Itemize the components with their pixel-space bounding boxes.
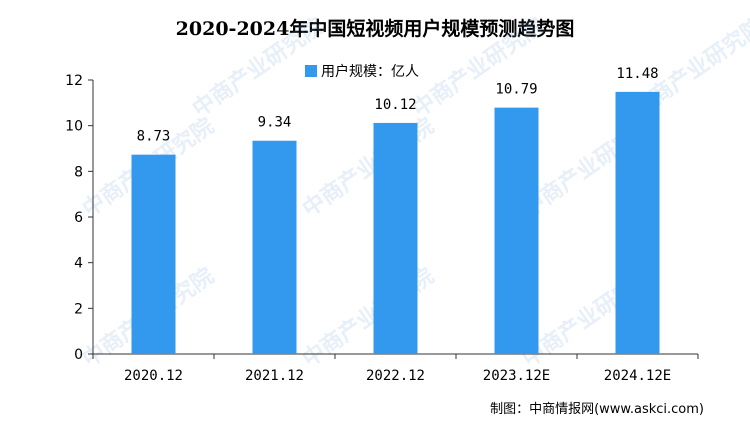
x-tick-label: 2022.12 — [366, 368, 425, 384]
y-tick-label: 2 — [74, 301, 83, 317]
y-tick-label: 4 — [74, 256, 83, 272]
chart-title: 2020-2024年中国短视频用户规模预测趋势图 — [175, 18, 575, 40]
bar — [494, 107, 539, 355]
x-tick-label: 2023.12E — [483, 368, 550, 384]
x-tick-label: 2021.12 — [245, 368, 304, 384]
data-label: 10.79 — [495, 82, 537, 98]
y-tick-label: 0 — [74, 347, 83, 363]
bar — [252, 140, 297, 354]
data-label: 11.48 — [616, 66, 658, 82]
bar — [373, 122, 418, 354]
bar — [615, 91, 660, 354]
y-tick-label: 6 — [74, 210, 83, 226]
legend-label: 用户规模：亿人 — [321, 64, 419, 80]
y-tick-label: 10 — [65, 119, 83, 135]
data-label: 8.73 — [137, 129, 171, 145]
x-tick-label: 2024.12E — [604, 368, 671, 384]
source-note: 制图：中商情报网(www.askci.com) — [490, 402, 704, 417]
data-label: 9.34 — [258, 115, 292, 131]
x-tick-label: 2020.12 — [124, 368, 183, 384]
data-label: 10.12 — [374, 97, 416, 113]
bar — [131, 154, 176, 354]
y-tick-label: 8 — [74, 164, 83, 180]
legend: 用户规模：亿人 — [305, 61, 419, 81]
y-tick-label: 12 — [65, 73, 83, 89]
legend-swatch — [305, 65, 317, 77]
